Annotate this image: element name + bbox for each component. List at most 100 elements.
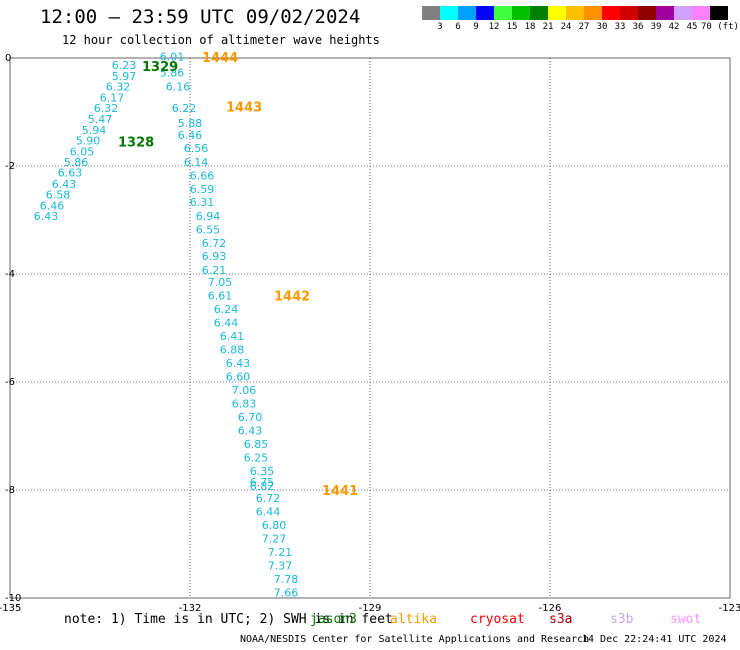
wave-height-label: 6.75 [250, 476, 275, 489]
wave-height-label: 6.94 [196, 210, 221, 223]
wave-height-label: 6.85 [244, 438, 269, 451]
y-tick-label: -10 [5, 593, 21, 604]
chart-subtitle: 12 hour collection of altimeter wave hei… [62, 33, 380, 47]
wave-height-label: 6.35 [250, 465, 275, 478]
color-scale-swatch [710, 6, 728, 20]
wave-height-label: 6.56 [184, 142, 209, 155]
wave-height-label: 6.21 [202, 264, 227, 277]
wave-height-label: 6.16 [166, 81, 191, 94]
legend-item-cryosat: cryosat [470, 612, 525, 627]
color-scale-label: 3 [437, 22, 443, 32]
chart-title: 12:00 — 23:59 UTC 09/02/2024 [40, 6, 361, 28]
wave-height-label: 5.94 [82, 124, 107, 137]
wave-height-label: 6.70 [238, 411, 263, 424]
wave-height-label: 5.86 [64, 156, 89, 169]
wave-height-label: 6.59 [190, 183, 215, 196]
pass-number-label: 1328 [118, 136, 154, 151]
wave-height-label: 6.44 [214, 317, 239, 330]
wave-height-label: 6.31 [190, 196, 215, 209]
pass-number-label: 1443 [226, 101, 262, 116]
x-tick-label: -123 [719, 603, 740, 614]
color-scale-swatch [602, 6, 620, 20]
wave-height-label: 6.32 [106, 81, 131, 94]
wave-height-label: 6.72 [256, 492, 281, 505]
wave-height-label: 5.86 [160, 67, 185, 80]
y-tick-label: 0 [5, 53, 11, 64]
color-scale-label: 18 [524, 22, 536, 32]
color-scale-swatch [548, 6, 566, 20]
wave-height-label: 6.83 [232, 398, 257, 411]
color-scale-swatch [476, 6, 494, 20]
wave-height-label: 6.80 [262, 519, 287, 532]
color-scale-label: 6 [455, 22, 461, 32]
wave-height-label: 6.43 [34, 210, 59, 223]
wave-height-label: 6.22 [172, 102, 197, 115]
pass-number-label: 1442 [274, 290, 310, 305]
wave-height-label: 7.78 [274, 573, 299, 586]
units-note: note: 1) Time is in UTC; 2) SWH is in fe… [64, 612, 393, 627]
color-scale-swatch [638, 6, 656, 20]
color-scale-swatch [530, 6, 548, 20]
legend-item-altika: altika [390, 612, 437, 627]
y-tick-label: -2 [5, 161, 15, 172]
wave-height-label: 6.58 [46, 189, 71, 202]
color-scale-label: 45 [686, 22, 698, 32]
wave-height-label: 6.25 [244, 452, 269, 465]
wave-height-label: 6.32 [94, 102, 119, 115]
legend-item-jason3: jason3 [310, 612, 357, 627]
pass-number-label: 1444 [202, 51, 238, 66]
wave-height-label: 7.27 [262, 533, 287, 546]
x-tick-label: -132 [179, 603, 202, 614]
wave-height-label: 6.88 [220, 344, 245, 357]
x-tick-label: -126 [539, 603, 562, 614]
wave-height-label: 6.05 [70, 145, 95, 158]
x-tick-label: -135 [0, 603, 21, 614]
color-scale-swatch [566, 6, 584, 20]
wave-height-label: 5.90 [76, 135, 101, 148]
wave-height-label: 5.88 [178, 117, 203, 130]
wave-height-label: 6.82 [250, 480, 275, 493]
wave-height-label: 6.43 [226, 357, 251, 370]
wave-height-label: 7.37 [268, 560, 293, 573]
wave-height-label: 6.55 [196, 224, 221, 237]
color-scale-label: 9 [473, 22, 479, 32]
legend-item-s3b: s3b [610, 612, 634, 627]
wave-height-label: 6.44 [256, 506, 281, 519]
color-scale-label: 33 [614, 22, 626, 32]
wave-height-label: 6.14 [184, 156, 209, 169]
color-scale-label: 39 [650, 22, 662, 32]
wave-height-label: 6.23 [112, 59, 137, 72]
y-tick-label: -4 [5, 269, 15, 280]
color-scale-label: 70 (ft) [701, 22, 739, 32]
color-scale-swatch [674, 6, 692, 20]
color-scale-swatch [620, 6, 638, 20]
wave-height-label: 7.21 [268, 546, 293, 559]
color-scale-label: 42 [668, 22, 680, 32]
wave-height-label: 6.46 [178, 129, 203, 142]
color-scale-swatch [656, 6, 674, 20]
y-tick-label: -6 [5, 377, 15, 388]
color-scale-swatch [494, 6, 512, 20]
color-scale-label: 27 [578, 22, 590, 32]
color-scale-swatch [458, 6, 476, 20]
color-scale-label: 36 [632, 22, 644, 32]
pass-number-label: 1441 [322, 484, 358, 499]
color-scale-label: 24 [560, 22, 572, 32]
generation-timestamp: 14 Dec 22:24:41 UTC 2024 [582, 634, 727, 645]
wave-height-label: 7.06 [232, 384, 257, 397]
legend-item-swot: swot [670, 612, 702, 627]
color-scale-label: 30 [596, 22, 608, 32]
color-scale-swatch [440, 6, 458, 20]
wave-height-label: 6.24 [214, 303, 239, 316]
pass-number-label: 1329 [142, 60, 178, 75]
wave-height-label: 6.93 [202, 250, 227, 263]
wave-height-label: 6.61 [208, 290, 233, 303]
wave-height-label: 6.17 [100, 91, 125, 104]
wave-height-label: 7.05 [208, 276, 233, 289]
y-tick-label: -8 [5, 485, 15, 496]
wave-height-label: 6.66 [190, 170, 215, 183]
color-scale-swatch [422, 6, 440, 20]
wave-height-label: 5.97 [112, 70, 137, 83]
wave-height-label: 6.46 [40, 199, 65, 212]
